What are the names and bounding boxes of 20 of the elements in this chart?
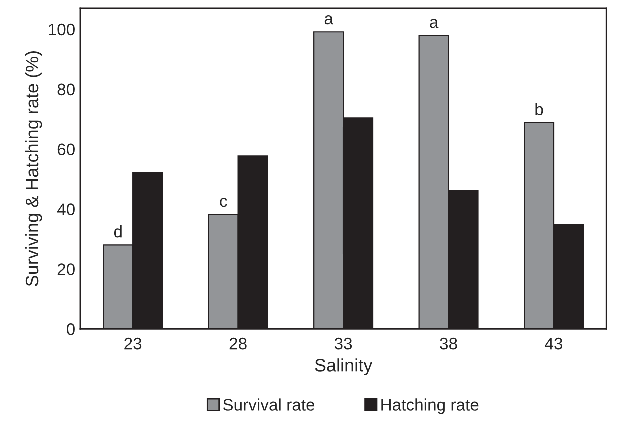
y-axis-title: Surviving & Hatching rate (%): [25, 52, 42, 286]
annotation: a: [324, 16, 334, 25]
y-tick-label: 20: [58, 264, 75, 276]
annotation: c: [220, 198, 228, 208]
y-tick-label: 100: [49, 24, 75, 36]
legend-label: Survival rate: [223, 398, 315, 411]
y-tick-label: 80: [58, 84, 75, 96]
x-tick-label: 28: [230, 338, 247, 350]
x-axis-title: Salinity: [315, 358, 373, 376]
y-tick-label: 0: [66, 324, 75, 336]
x-tick-label: 38: [440, 338, 458, 350]
annotation: a: [430, 19, 439, 28]
x-tick-label: 33: [334, 338, 352, 350]
y-tick-label: 40: [57, 204, 75, 216]
y-tick-label: 60: [58, 144, 75, 156]
annotation: d: [114, 226, 122, 238]
x-tick-label: 43: [545, 338, 563, 350]
x-tick-label: 23: [124, 338, 142, 350]
legend-label: Hatching rate: [382, 398, 479, 414]
annotation: b: [536, 103, 544, 116]
